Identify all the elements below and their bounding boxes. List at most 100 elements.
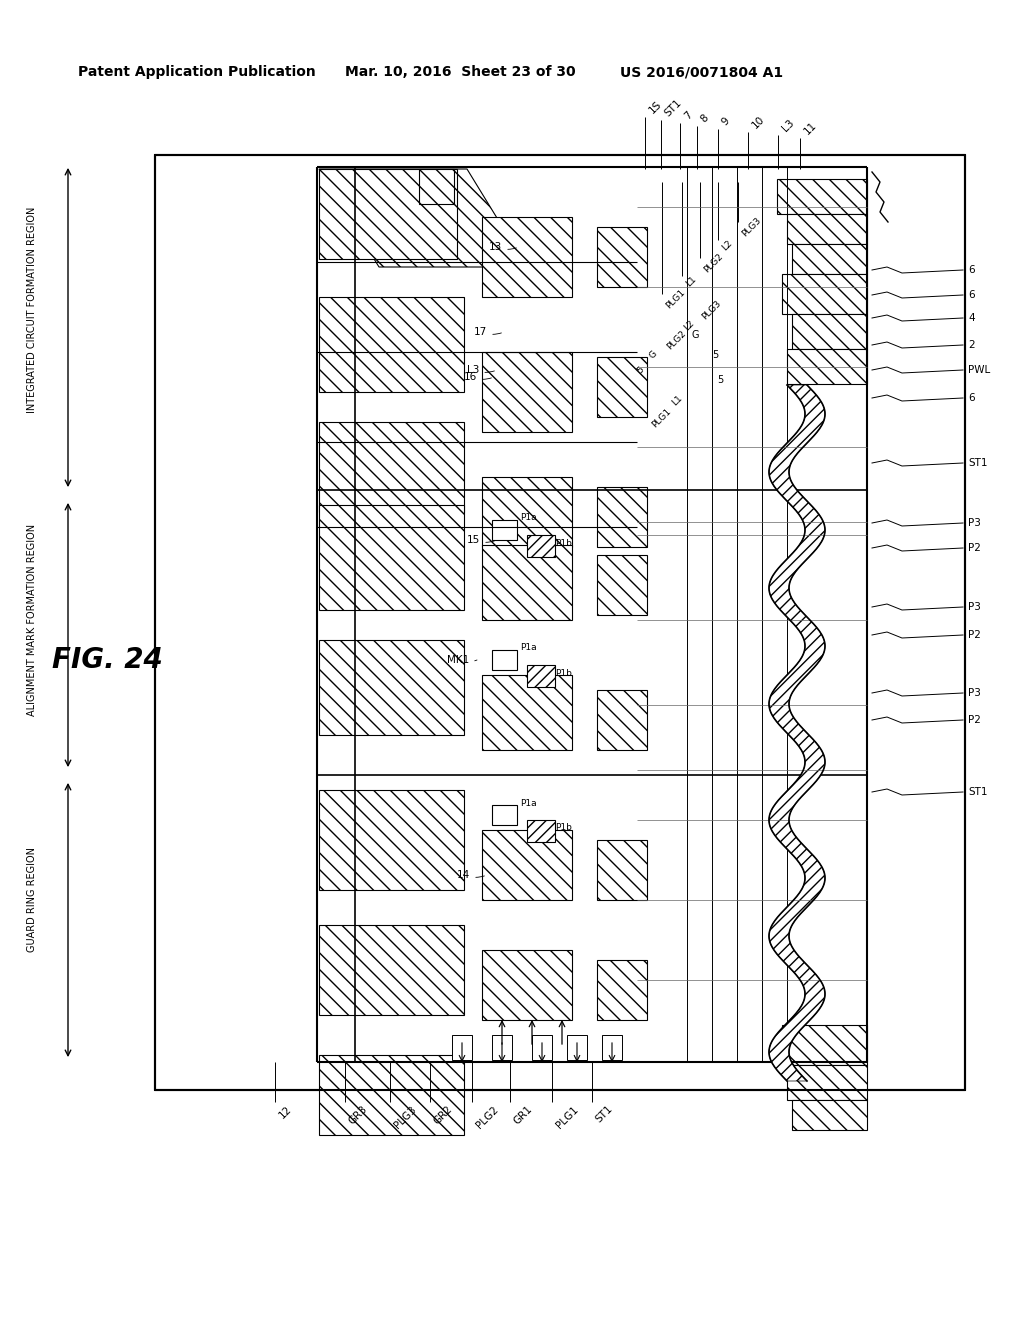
Text: 12: 12 xyxy=(278,1104,294,1121)
Text: P1a: P1a xyxy=(520,644,537,652)
Text: 8: 8 xyxy=(699,112,711,124)
Bar xyxy=(527,665,555,686)
Text: PLG2: PLG2 xyxy=(474,1104,500,1130)
Text: L2: L2 xyxy=(720,238,734,252)
Text: L1: L1 xyxy=(670,393,684,407)
Bar xyxy=(492,520,517,540)
Text: ST1: ST1 xyxy=(968,458,987,469)
Text: 16: 16 xyxy=(464,372,492,381)
Text: L1: L1 xyxy=(684,275,698,288)
Bar xyxy=(155,154,965,1090)
Text: P1a: P1a xyxy=(520,799,537,808)
Text: PLG2: PLG2 xyxy=(665,329,688,351)
Text: G: G xyxy=(648,350,659,360)
Text: GUARD RING REGION: GUARD RING REGION xyxy=(27,847,37,953)
Bar xyxy=(319,789,464,890)
Text: P3: P3 xyxy=(968,602,981,612)
Bar xyxy=(597,487,647,546)
Text: 6: 6 xyxy=(968,265,975,275)
Text: PLG3: PLG3 xyxy=(700,298,723,321)
Bar xyxy=(482,216,572,297)
Bar xyxy=(492,649,517,671)
Text: 1S: 1S xyxy=(647,99,664,115)
Polygon shape xyxy=(769,385,825,1081)
Text: PLG3: PLG3 xyxy=(740,215,763,239)
Bar xyxy=(792,244,867,275)
Bar xyxy=(597,227,647,286)
Text: Patent Application Publication: Patent Application Publication xyxy=(78,65,315,79)
Text: PLG3: PLG3 xyxy=(392,1104,418,1130)
Bar xyxy=(319,640,464,735)
Text: 9: 9 xyxy=(720,115,732,127)
Text: PLG1: PLG1 xyxy=(554,1104,580,1130)
Text: FIG. 24: FIG. 24 xyxy=(52,645,163,675)
Bar xyxy=(597,356,647,417)
Bar xyxy=(482,545,572,620)
Text: GR3: GR3 xyxy=(347,1104,370,1126)
Text: 5: 5 xyxy=(717,375,723,385)
Bar xyxy=(319,1055,464,1135)
Text: 5: 5 xyxy=(712,350,718,360)
Text: L3: L3 xyxy=(780,117,796,133)
Text: P1a: P1a xyxy=(520,513,537,523)
Text: PLG2: PLG2 xyxy=(702,252,725,275)
Text: L3: L3 xyxy=(467,366,495,375)
Text: MK1: MK1 xyxy=(447,655,477,665)
Bar xyxy=(532,1035,552,1060)
Bar xyxy=(597,840,647,900)
Bar xyxy=(597,554,647,615)
Bar xyxy=(319,297,464,392)
Text: US 2016/0071804 A1: US 2016/0071804 A1 xyxy=(620,65,783,79)
Text: ST1: ST1 xyxy=(663,98,684,117)
Bar xyxy=(787,348,867,384)
Text: PLG1: PLG1 xyxy=(664,288,687,310)
Bar xyxy=(782,1026,867,1065)
Bar xyxy=(597,690,647,750)
Bar xyxy=(452,1035,472,1060)
Bar xyxy=(492,1035,512,1060)
Text: 6: 6 xyxy=(968,290,975,300)
Text: P1b: P1b xyxy=(555,539,571,548)
Text: 5: 5 xyxy=(635,364,645,375)
Text: INTEGRATED CIRCUIT FORMATION REGION: INTEGRATED CIRCUIT FORMATION REGION xyxy=(27,207,37,413)
Bar xyxy=(482,675,572,750)
Text: 15: 15 xyxy=(467,535,495,545)
Bar xyxy=(319,925,464,1015)
Bar xyxy=(567,1035,587,1060)
Polygon shape xyxy=(319,169,527,267)
Text: P2: P2 xyxy=(968,715,981,725)
Text: P2: P2 xyxy=(968,543,981,553)
Text: ST1: ST1 xyxy=(594,1104,614,1125)
Text: L2: L2 xyxy=(682,318,696,331)
Text: 4: 4 xyxy=(968,313,975,323)
Text: Mar. 10, 2016  Sheet 23 of 30: Mar. 10, 2016 Sheet 23 of 30 xyxy=(345,65,575,79)
Text: P1b: P1b xyxy=(555,668,571,677)
Text: GR1: GR1 xyxy=(512,1104,535,1126)
Text: P3: P3 xyxy=(968,688,981,698)
Text: ALIGNMENT MARK FORMATION REGION: ALIGNMENT MARK FORMATION REGION xyxy=(27,524,37,715)
Text: PWL: PWL xyxy=(968,366,990,375)
Bar xyxy=(782,275,867,314)
Bar xyxy=(319,169,457,259)
Text: 10: 10 xyxy=(750,114,766,129)
Bar xyxy=(787,214,867,244)
Bar xyxy=(597,960,647,1020)
Text: PLG1: PLG1 xyxy=(650,407,673,429)
Bar xyxy=(787,1065,867,1100)
Text: P3: P3 xyxy=(968,517,981,528)
Bar xyxy=(527,535,555,557)
Text: 11: 11 xyxy=(802,120,818,136)
Text: ST1: ST1 xyxy=(968,787,987,797)
Text: 17: 17 xyxy=(474,327,502,337)
Text: P1b: P1b xyxy=(555,824,571,833)
Bar xyxy=(527,820,555,842)
Text: 7: 7 xyxy=(682,110,693,121)
Bar xyxy=(792,1100,867,1130)
Bar xyxy=(777,180,867,214)
Bar xyxy=(419,169,454,205)
Text: 2: 2 xyxy=(968,341,975,350)
Text: P2: P2 xyxy=(968,630,981,640)
Text: 14: 14 xyxy=(457,870,484,880)
Text: G: G xyxy=(692,330,699,341)
Bar xyxy=(482,950,572,1020)
